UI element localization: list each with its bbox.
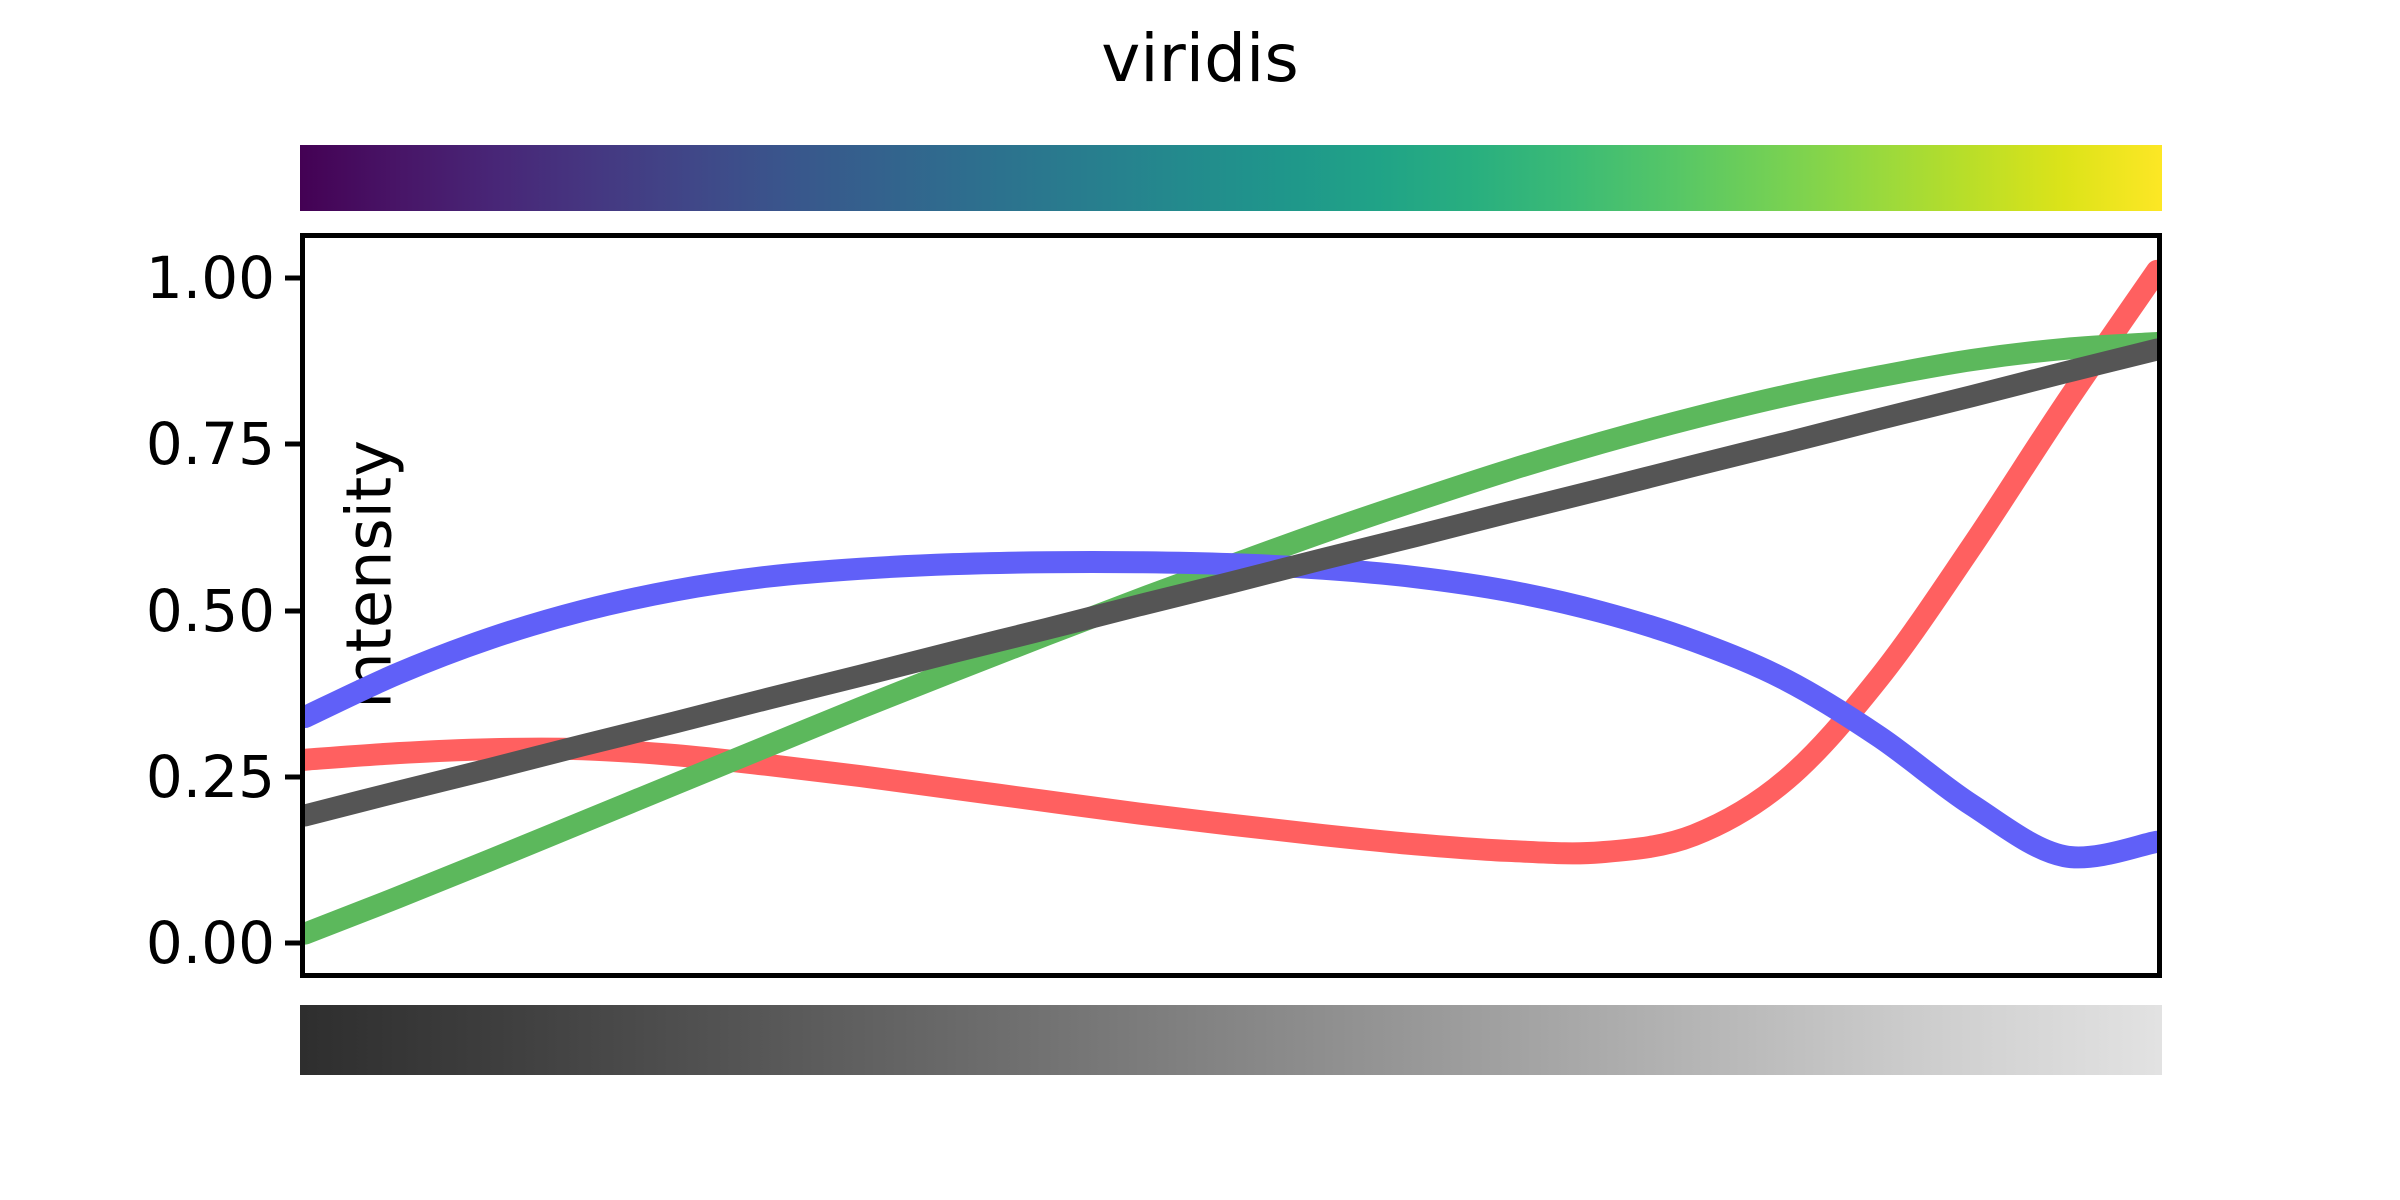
colorbar-viridis-top <box>300 145 2162 211</box>
y-tick-mark <box>285 940 303 946</box>
colorbar-grayscale-bottom <box>300 1005 2162 1075</box>
plot-area <box>305 238 2157 973</box>
curves-svg <box>305 238 2157 973</box>
y-tick-label: 0.75 <box>145 410 275 479</box>
curve-red <box>305 271 2157 854</box>
y-tick-mark <box>285 441 303 447</box>
y-tick-label: 1.00 <box>145 243 275 312</box>
y-tick-mark <box>285 774 303 780</box>
curve-blue <box>305 562 2157 858</box>
curve-gray <box>305 350 2157 816</box>
page-title: viridis <box>1101 20 1299 97</box>
plot-axes: intensity 0.00 0.25 0.50 0.75 1.00 <box>146 233 2162 978</box>
curve-green <box>305 343 2157 934</box>
y-tick-mark <box>285 608 303 613</box>
y-tick-mark <box>285 275 303 281</box>
y-tick-label: 0.00 <box>145 909 275 978</box>
y-tick-label: 0.50 <box>145 576 275 645</box>
y-tick-label: 0.25 <box>145 742 275 811</box>
